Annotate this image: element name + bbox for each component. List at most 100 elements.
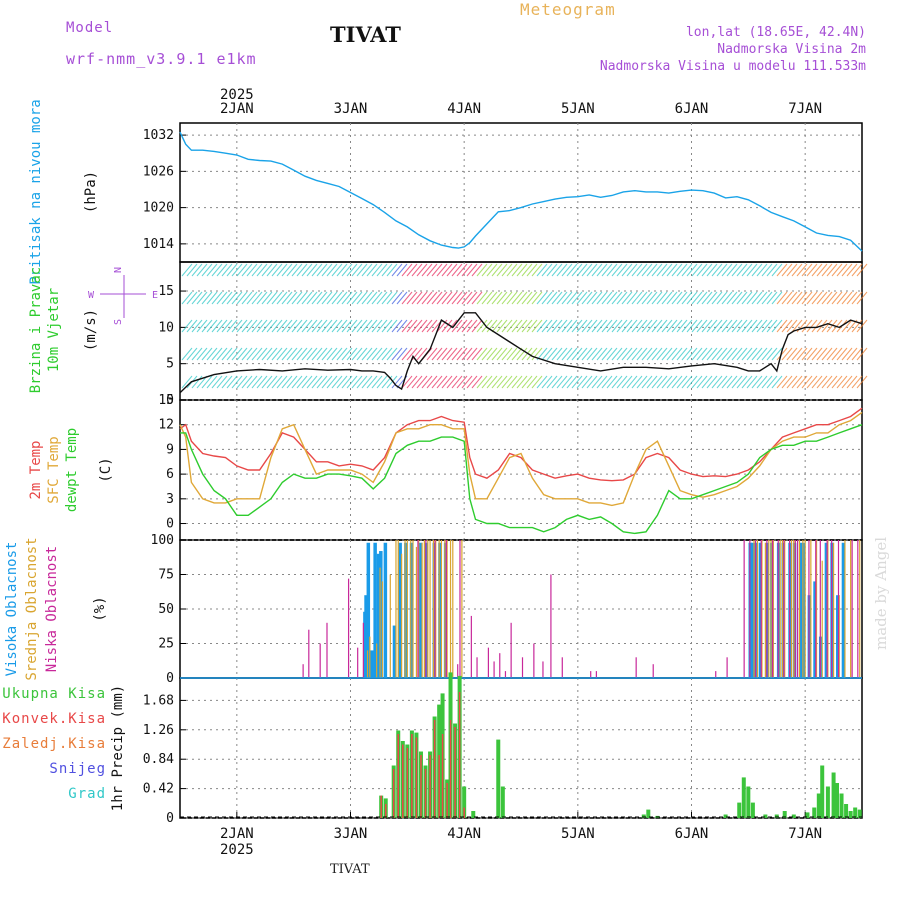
wind-barb bbox=[186, 347, 198, 361]
wind-barb bbox=[501, 375, 513, 389]
wind-barb bbox=[511, 263, 523, 277]
wind-barb bbox=[351, 319, 363, 333]
wind-barb bbox=[251, 291, 263, 305]
wind-barb bbox=[741, 319, 753, 333]
wind-barb bbox=[431, 291, 443, 305]
wind-barb bbox=[451, 375, 463, 389]
wind-barb bbox=[221, 319, 233, 333]
wind-barb bbox=[321, 319, 333, 333]
wind-barb bbox=[521, 375, 533, 389]
precip-bar-0 bbox=[816, 793, 821, 818]
cloud-bar-0 bbox=[792, 542, 797, 678]
ytick-label-wind: 10 bbox=[158, 320, 174, 335]
wind-barb bbox=[301, 347, 313, 361]
wind-barb bbox=[206, 291, 218, 305]
wind-barb bbox=[296, 291, 308, 305]
wind-barb bbox=[726, 375, 738, 389]
wind-barb bbox=[191, 291, 203, 305]
wind-barb bbox=[821, 291, 833, 305]
cloud-bar-1 bbox=[366, 650, 369, 678]
wind-barb bbox=[781, 263, 793, 277]
wind-barb bbox=[626, 263, 638, 277]
wind-barb bbox=[841, 263, 853, 277]
precip-bar-0 bbox=[844, 804, 849, 818]
wind-barb bbox=[776, 319, 788, 333]
wind-barb bbox=[671, 375, 683, 389]
wind-barb bbox=[491, 291, 503, 305]
precip-bar-0 bbox=[853, 807, 858, 818]
wind-barb bbox=[606, 319, 618, 333]
wind-barb bbox=[846, 291, 858, 305]
cloud-bar-2 bbox=[808, 540, 810, 678]
wind-barb bbox=[191, 263, 203, 277]
wind-barb bbox=[571, 263, 583, 277]
wind-barb bbox=[441, 263, 453, 277]
wind-barb bbox=[391, 291, 403, 305]
wind-barb bbox=[396, 347, 408, 361]
model-label: Model bbox=[66, 20, 114, 36]
cloud-bar-0 bbox=[398, 542, 402, 678]
cloud-bar-0 bbox=[376, 553, 381, 678]
wind-barb bbox=[311, 291, 323, 305]
wind-barb bbox=[496, 291, 508, 305]
cloud-bar-1 bbox=[798, 540, 801, 678]
wind-barb bbox=[506, 347, 518, 361]
wind-barb bbox=[486, 347, 498, 361]
temp2m-line bbox=[179, 407, 863, 482]
wind-barb bbox=[316, 347, 328, 361]
wind-barb bbox=[331, 263, 343, 277]
wind-barb bbox=[501, 263, 513, 277]
wind-barb bbox=[466, 375, 478, 389]
wind-barb bbox=[411, 291, 423, 305]
wind-barb bbox=[381, 319, 393, 333]
wind-barb bbox=[796, 291, 808, 305]
precip-bar-0 bbox=[471, 811, 476, 818]
wind-barb bbox=[701, 263, 713, 277]
wind-barb bbox=[296, 347, 308, 361]
cloud-bar-1 bbox=[429, 540, 431, 678]
top-day-label: 3JAN bbox=[334, 101, 368, 117]
wind-barb bbox=[206, 375, 218, 389]
wind-barb bbox=[761, 291, 773, 305]
wind-barb bbox=[556, 319, 568, 333]
wind-barb bbox=[321, 347, 333, 361]
wind-barb bbox=[226, 375, 238, 389]
wind-barb bbox=[711, 263, 723, 277]
wind-barb bbox=[286, 319, 298, 333]
precip-bar-0 bbox=[774, 814, 779, 818]
wind-barb bbox=[766, 347, 778, 361]
bottom-year-label: 2025 bbox=[220, 842, 254, 858]
wind-barb bbox=[821, 263, 833, 277]
wind-barb bbox=[761, 263, 773, 277]
precip-bar-1 bbox=[380, 795, 382, 818]
wind-barb bbox=[641, 375, 653, 389]
wind-barb bbox=[656, 291, 668, 305]
wind-barb bbox=[696, 263, 708, 277]
wind-barb bbox=[611, 347, 623, 361]
cloud-bar-1 bbox=[427, 540, 429, 678]
wind-barb bbox=[226, 263, 238, 277]
wind-barb bbox=[526, 347, 538, 361]
cloud-bar-2 bbox=[777, 540, 779, 678]
wind-barb bbox=[856, 375, 868, 389]
wind-barb bbox=[321, 291, 333, 305]
wind-barb bbox=[361, 375, 373, 389]
wind-barb bbox=[701, 347, 713, 361]
wind-barb bbox=[221, 347, 233, 361]
wind-barb bbox=[301, 263, 313, 277]
cloud-bar-0 bbox=[836, 595, 840, 678]
wind-barb bbox=[556, 291, 568, 305]
wind-barb bbox=[611, 263, 623, 277]
wind-barb bbox=[521, 347, 533, 361]
wind-barb bbox=[741, 263, 753, 277]
precip-bar-1 bbox=[384, 804, 387, 818]
ytick-label-wind: 15 bbox=[158, 284, 174, 299]
cloud-bar-1 bbox=[838, 595, 840, 678]
precip-bar-0 bbox=[825, 786, 830, 818]
wind-barb bbox=[846, 263, 858, 277]
wind-barb bbox=[491, 319, 503, 333]
cloud-axis-label-1: Srednja Oblacnost bbox=[24, 537, 40, 680]
wind-barb bbox=[201, 263, 213, 277]
cloud-bar-1 bbox=[379, 567, 381, 678]
wind-barb bbox=[266, 319, 278, 333]
